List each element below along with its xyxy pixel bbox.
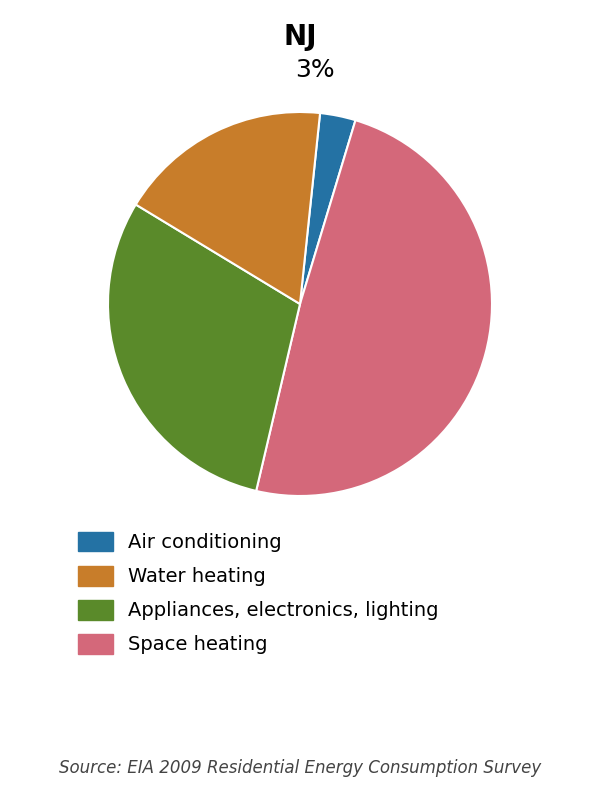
Text: 30%: 30%	[0, 799, 1, 800]
Text: Source: EIA 2009 Residential Energy Consumption Survey: Source: EIA 2009 Residential Energy Cons…	[59, 759, 541, 777]
Wedge shape	[108, 205, 300, 491]
Wedge shape	[136, 112, 320, 304]
Wedge shape	[256, 120, 492, 496]
Title: NJ: NJ	[283, 22, 317, 50]
Text: 18%: 18%	[0, 799, 1, 800]
Text: 49%: 49%	[0, 799, 1, 800]
Legend: Air conditioning, Water heating, Appliances, electronics, lighting, Space heatin: Air conditioning, Water heating, Applian…	[70, 524, 446, 662]
Wedge shape	[300, 113, 355, 304]
Text: 3%: 3%	[296, 58, 335, 82]
